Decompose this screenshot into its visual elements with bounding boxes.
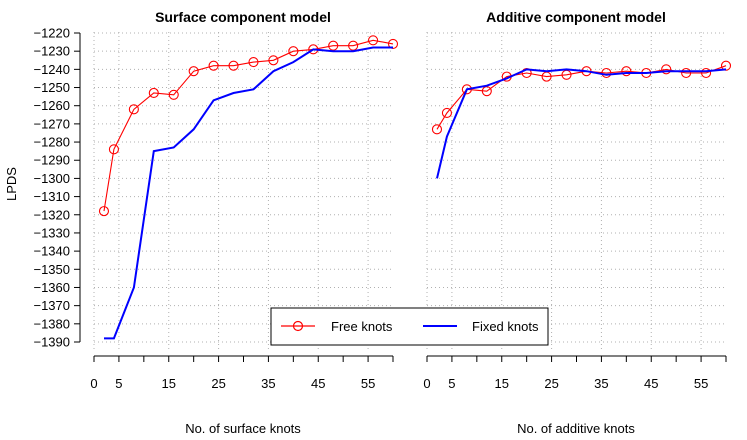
gridlines xyxy=(426,32,726,352)
series-line-free-knots xyxy=(103,39,394,212)
x-tick-label: 15 xyxy=(162,376,176,391)
data-point-free-knots xyxy=(681,67,692,79)
y-tick-label: −1310 xyxy=(33,189,70,204)
data-point-free-knots xyxy=(188,66,199,77)
y-tick-label: −1230 xyxy=(33,44,70,59)
y-axis-label: LPDS xyxy=(4,167,19,201)
y-tick-label: −1250 xyxy=(33,80,70,95)
x-axis-label: No. of additive knots xyxy=(517,421,635,436)
data-point-free-knots xyxy=(368,35,379,46)
additive-component-panel: Additive component model 0 5 15 25 35 45 55 No… xyxy=(423,9,732,436)
y-tick-label: −1320 xyxy=(33,207,70,222)
y-tick-label: −1260 xyxy=(33,98,70,113)
data-point-free-knots xyxy=(621,66,632,77)
legend-box xyxy=(270,307,549,346)
data-point-free-knots xyxy=(228,60,239,71)
data-point-free-knots xyxy=(701,67,712,79)
data-point-free-knots xyxy=(431,124,443,135)
data-point-free-knots xyxy=(248,57,259,68)
data-point-free-knots xyxy=(148,87,159,99)
x-tick-label: 15 xyxy=(495,376,509,391)
plot-marks xyxy=(431,60,732,179)
x-tick-label: 5 xyxy=(115,376,122,391)
x-tick-label: 25 xyxy=(211,376,225,391)
x-tick-label: 25 xyxy=(544,376,558,391)
legend: Free knots Fixed knots xyxy=(270,307,549,346)
y-tick-label: −1220 xyxy=(33,26,70,41)
y-tick-label: −1380 xyxy=(33,316,70,331)
y-tick-label: −1240 xyxy=(33,62,70,77)
surface-component-panel: Surface component model 0 5 15 25 35 45 55 −12… xyxy=(4,9,399,436)
y-tick-label: −1330 xyxy=(33,225,70,240)
x-tick-label: 0 xyxy=(423,376,430,391)
data-point-free-knots xyxy=(128,104,139,115)
legend-free-knots-label: Free knots xyxy=(331,319,393,334)
data-point-free-knots xyxy=(98,206,110,217)
plot-marks xyxy=(98,35,399,340)
x-tick-label: 0 xyxy=(90,376,97,391)
y-axis: −1220 −1230 −1240 −1250 −1260 −1270 −1280 −1290… xyxy=(33,26,81,350)
series-line-fixed-knots xyxy=(436,68,727,179)
x-tick-label: 45 xyxy=(311,376,325,391)
x-tick-label: 35 xyxy=(594,376,608,391)
x-tick-label: 35 xyxy=(261,376,275,391)
y-tick-label: −1270 xyxy=(33,116,70,131)
panel-title: Surface component model xyxy=(155,9,331,25)
data-point-free-knots xyxy=(661,64,672,75)
data-point-free-knots xyxy=(108,144,119,155)
y-tick-label: −1300 xyxy=(33,171,70,186)
x-axis-label: No. of surface knots xyxy=(185,421,301,436)
legend-free-knots-marker xyxy=(292,320,304,332)
legend-fixed-knots-label: Fixed knots xyxy=(472,319,539,334)
y-tick-label: −1280 xyxy=(33,135,70,150)
y-tick-label: −1370 xyxy=(33,298,70,313)
x-tick-label: 5 xyxy=(448,376,455,391)
y-tick-label: −1350 xyxy=(33,262,70,277)
x-tick-label: 55 xyxy=(694,376,708,391)
data-point-free-knots xyxy=(441,107,452,119)
data-point-free-knots xyxy=(288,46,299,57)
y-tick-label: −1340 xyxy=(33,244,70,259)
series-line-fixed-knots xyxy=(104,46,393,340)
data-point-free-knots xyxy=(208,60,219,71)
data-point-free-knots xyxy=(268,55,279,66)
x-tick-label: 55 xyxy=(361,376,375,391)
y-tick-label: −1290 xyxy=(33,153,70,168)
panel-title: Additive component model xyxy=(486,9,666,25)
y-tick-label: −1360 xyxy=(33,280,70,295)
x-axis: 0 5 15 25 35 45 55 xyxy=(423,355,727,391)
gridlines xyxy=(93,32,393,352)
data-point-free-knots xyxy=(168,89,179,100)
y-tick-label: −1390 xyxy=(33,335,70,350)
x-tick-label: 45 xyxy=(644,376,658,391)
x-axis: 0 5 15 25 35 45 55 xyxy=(90,355,394,391)
